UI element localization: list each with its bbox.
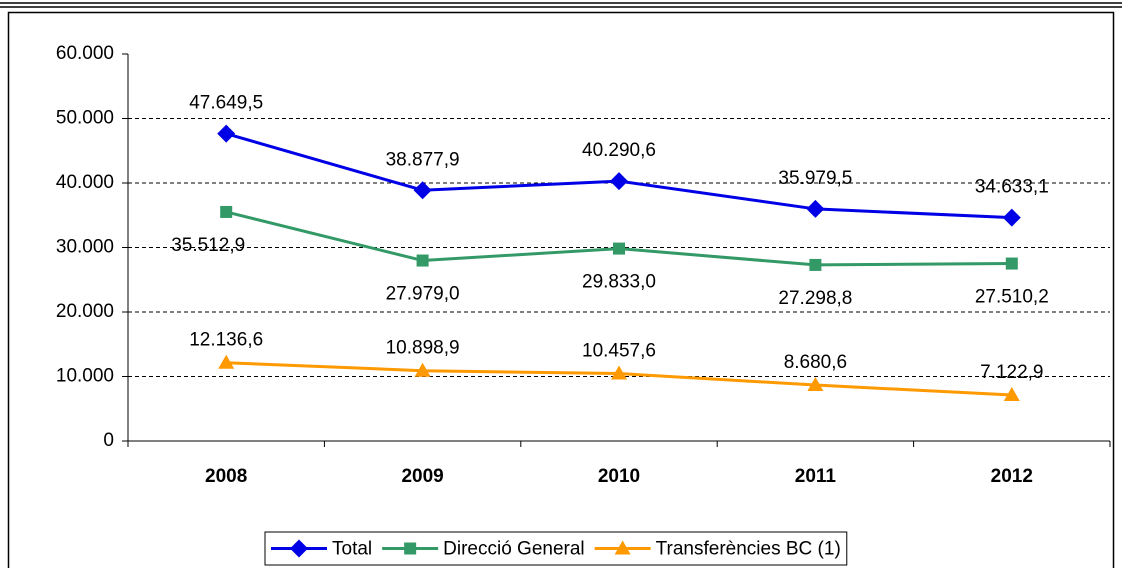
marker (613, 242, 625, 255)
x-tick-label: 2008 (205, 466, 247, 487)
marker (610, 172, 628, 191)
legend-label: Total (332, 539, 372, 560)
marker (809, 258, 822, 271)
marker (1003, 387, 1020, 402)
marker (1002, 208, 1021, 227)
marker (217, 124, 236, 143)
data-label: 34.633,1 (975, 177, 1049, 198)
legend-label: Direcció General (443, 539, 585, 560)
marker (614, 540, 631, 555)
data-label: 35.512,9 (171, 235, 245, 256)
data-label: 29.833,0 (582, 272, 656, 293)
marker (218, 354, 235, 369)
data-label: 40.290,6 (582, 140, 656, 161)
y-tick-label: 10.000 (56, 366, 114, 387)
x-tick-label: 2009 (401, 466, 443, 487)
data-label: 7.122,9 (980, 362, 1043, 383)
data-label: 10.898,9 (386, 338, 460, 359)
data-label: 8.680,6 (784, 352, 847, 373)
legend-box (264, 531, 848, 566)
marker (220, 205, 233, 218)
data-label: 27.298,8 (778, 288, 852, 309)
marker (413, 181, 432, 200)
data-label: 35.979,5 (778, 168, 852, 189)
marker (806, 199, 825, 218)
data-label: 27.510,2 (975, 287, 1049, 308)
marker (404, 542, 417, 555)
y-tick-label: 20.000 (56, 301, 114, 322)
data-label: 12.136,6 (189, 330, 263, 351)
marker (1005, 257, 1018, 270)
x-tick-label: 2011 (795, 466, 837, 487)
data-label: 38.877,9 (386, 149, 460, 170)
marker (290, 539, 308, 558)
y-tick-label: 0 (103, 430, 114, 451)
legend-label: Transferències BC (1) (656, 539, 841, 560)
marker (807, 377, 824, 392)
x-tick-label: 2010 (598, 466, 640, 487)
y-tick-label: 40.000 (56, 172, 114, 193)
data-label: 27.979,0 (386, 284, 460, 305)
series-line (225, 210, 1012, 267)
x-tick-label: 2012 (991, 466, 1033, 487)
y-tick-label: 60.000 (56, 43, 114, 64)
y-tick-label: 50.000 (56, 108, 114, 129)
data-label: 47.649,5 (189, 93, 263, 114)
data-label: 10.457,6 (582, 341, 656, 362)
marker (611, 365, 627, 380)
y-tick-label: 30.000 (56, 237, 114, 258)
marker (414, 362, 431, 377)
chart-frame (7, 11, 1115, 573)
marker (416, 254, 429, 267)
